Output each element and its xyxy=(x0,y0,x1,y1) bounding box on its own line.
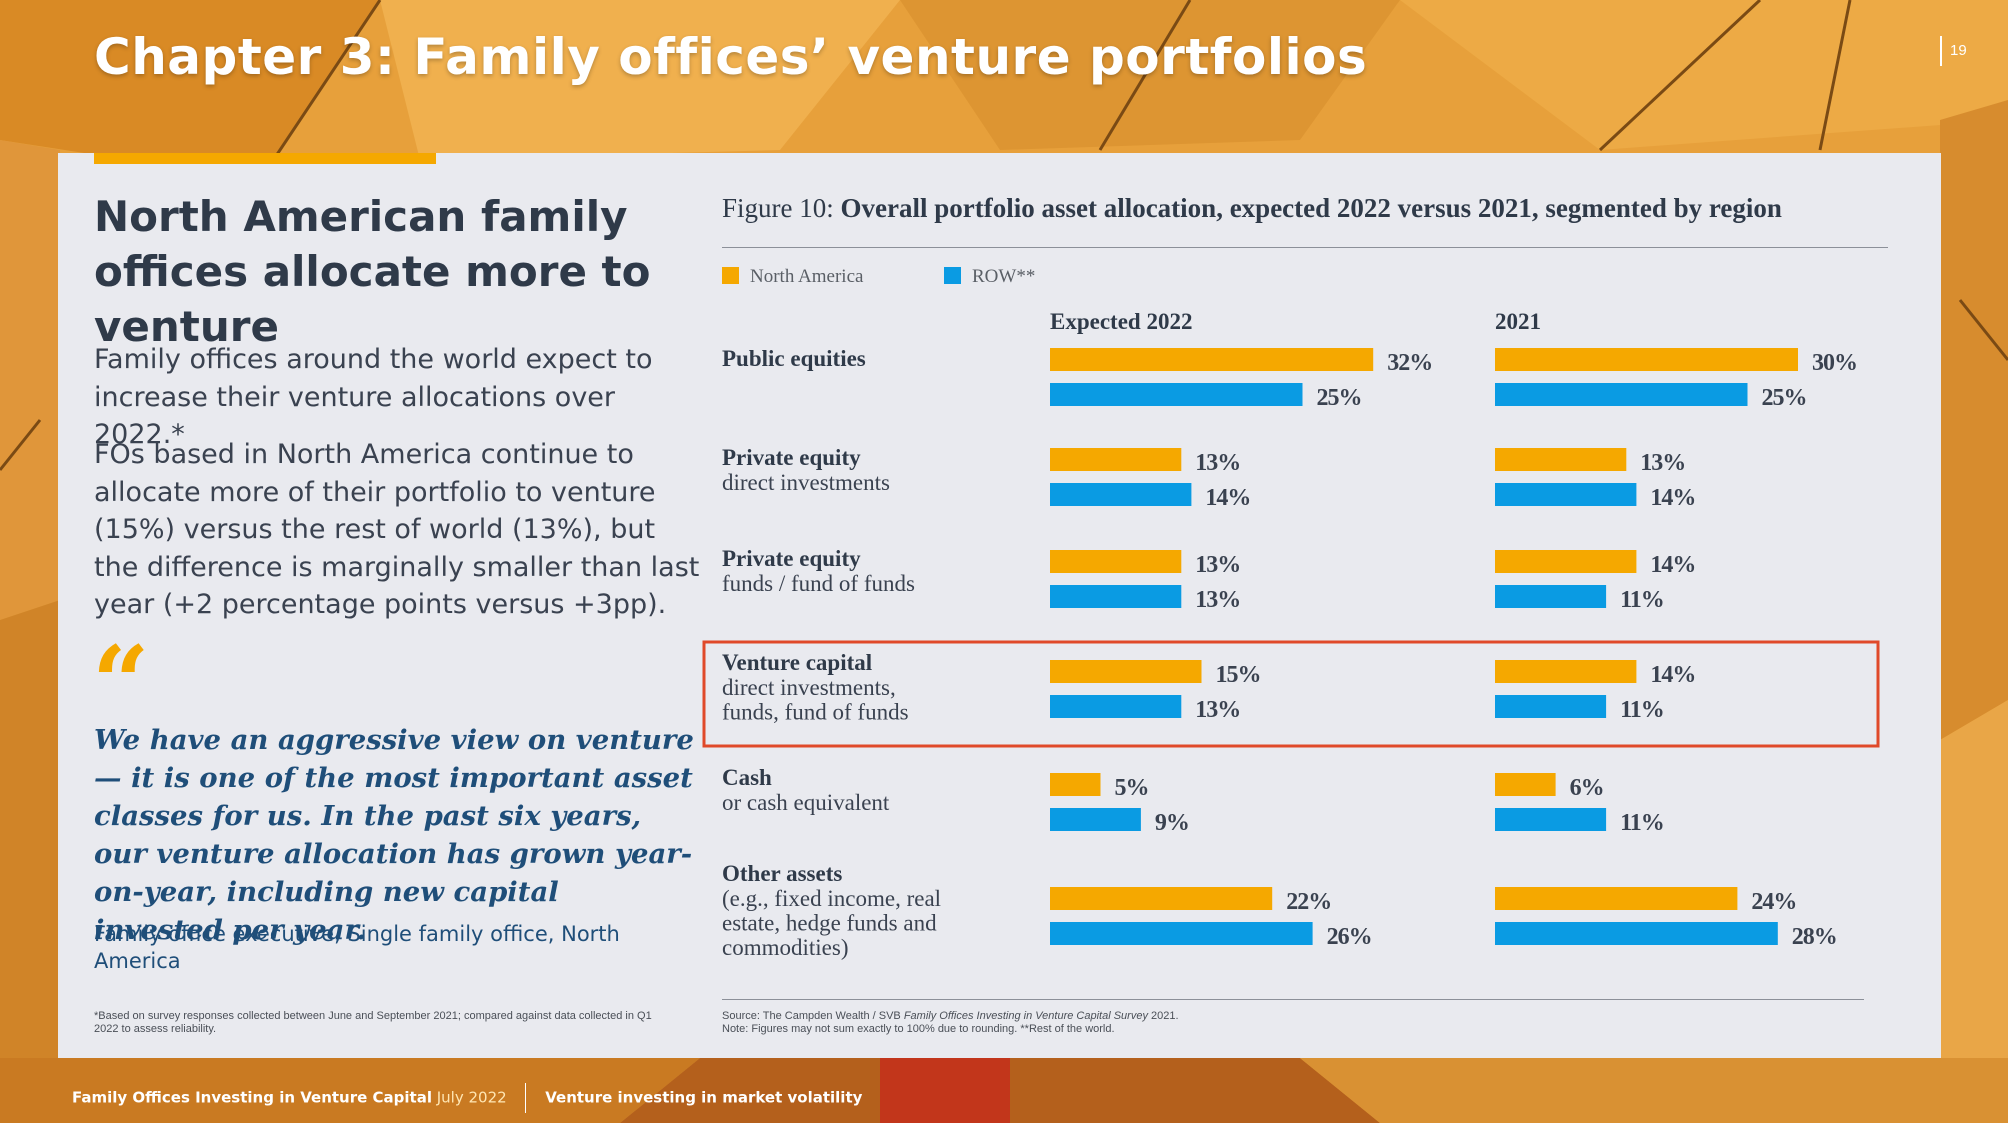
bar-north-america-2021-1 xyxy=(1495,448,1627,471)
figure-title: Figure 10: Overall portfolio asset alloc… xyxy=(722,193,1882,224)
bar-label-row-2021-2: 11% xyxy=(1620,587,1664,613)
headline: North American family offices allocate m… xyxy=(94,192,651,351)
bar-north-america-2022-1 xyxy=(1050,448,1182,471)
source-survey-name: Family Offices Investing in Venture Capi… xyxy=(903,1010,1148,1022)
bar-north-america-2022-3 xyxy=(1050,660,1202,683)
footer-separator xyxy=(525,1083,527,1113)
bar-label-north-america-2022-3: 15% xyxy=(1216,662,1261,688)
bar-label-row-2022-3: 13% xyxy=(1195,697,1240,723)
category-title-4: Cash xyxy=(722,765,772,790)
category-subtitle-1-0: direct investments xyxy=(722,470,890,495)
page-number: 19 xyxy=(1950,42,1967,59)
footer-date: July 2022 xyxy=(436,1088,507,1107)
category-subtitle-5-0: (e.g., fixed income, real xyxy=(722,886,941,911)
bar-label-row-2021-4: 11% xyxy=(1620,810,1664,836)
bar-label-row-2021-0: 25% xyxy=(1762,385,1807,411)
category-subtitle-2-0: funds / fund of funds xyxy=(722,571,915,596)
figure-title-rule xyxy=(722,247,1888,248)
panel-header-2021: 2021 xyxy=(1495,309,1541,334)
panel-header-expected-2022: Expected 2022 xyxy=(1050,309,1192,334)
detail-paragraph: FOs based in North America continue to a… xyxy=(94,439,700,620)
footer-section: Venture investing in market volatility xyxy=(545,1088,863,1107)
content-panel: North American family offices allocate m… xyxy=(58,153,1941,1058)
bar-label-north-america-2022-1: 13% xyxy=(1195,450,1240,476)
category-subtitle-4-0: or cash equivalent xyxy=(722,790,890,815)
bar-north-america-2021-5 xyxy=(1495,887,1738,910)
bar-row-2021-0 xyxy=(1495,383,1748,406)
category-subtitle-5-1: estate, hedge funds and xyxy=(722,911,937,936)
bar-north-america-2022-4 xyxy=(1050,773,1101,796)
bar-label-row-2021-5: 28% xyxy=(1792,924,1837,950)
bar-row-2022-1 xyxy=(1050,483,1192,506)
quote-text: We have an aggressive view on venture — … xyxy=(94,724,694,946)
bar-north-america-2022-2 xyxy=(1050,550,1182,573)
bar-row-2022-3 xyxy=(1050,695,1182,718)
bar-label-row-2022-2: 13% xyxy=(1195,587,1240,613)
bar-row-2022-0 xyxy=(1050,383,1303,406)
bar-label-row-2021-1: 14% xyxy=(1650,485,1695,511)
bar-row-2022-5 xyxy=(1050,922,1313,945)
bar-north-america-2022-5 xyxy=(1050,887,1273,910)
bar-label-north-america-2022-5: 22% xyxy=(1286,889,1331,915)
bar-label-north-america-2021-4: 6% xyxy=(1570,775,1604,801)
bar-label-row-2021-3: 11% xyxy=(1620,697,1664,723)
legend-label-row: ROW** xyxy=(972,266,1035,287)
bar-north-america-2022-0 xyxy=(1050,348,1374,371)
bar-label-row-2022-5: 26% xyxy=(1327,924,1372,950)
figure-title-text: Overall portfolio asset allocation, expe… xyxy=(840,193,1782,223)
category-title-1: Private equity xyxy=(722,445,861,470)
bar-label-row-2022-4: 9% xyxy=(1155,810,1189,836)
figure-source: Source: The Campden Wealth / SVB Family … xyxy=(722,1010,1622,1036)
legend-swatch-row xyxy=(944,267,961,284)
bar-north-america-2021-3 xyxy=(1495,660,1637,683)
bar-row-2022-2 xyxy=(1050,585,1182,608)
bar-row-2021-1 xyxy=(1495,483,1637,506)
quote-mark-icon: “ xyxy=(92,624,150,742)
bar-label-north-america-2022-0: 32% xyxy=(1387,350,1432,376)
bar-row-2021-3 xyxy=(1495,695,1607,718)
category-subtitle-3-1: funds, fund of funds xyxy=(722,700,909,725)
bar-label-north-america-2021-0: 30% xyxy=(1812,350,1857,376)
page-number-box: 19 xyxy=(1940,36,1967,66)
figure-label: Figure 10: xyxy=(722,193,834,223)
bar-row-2022-4 xyxy=(1050,808,1141,831)
bar-north-america-2021-2 xyxy=(1495,550,1637,573)
quote-attribution: Family office executive, Single family o… xyxy=(94,922,620,973)
accent-bar xyxy=(94,153,436,164)
highlight-box-venture-capital xyxy=(702,640,1880,748)
category-subtitle-3-0: direct investments, xyxy=(722,675,896,700)
intro-paragraph: Family offices around the world expect t… xyxy=(94,344,653,450)
source-prefix: Source: The Campden Wealth / SVB xyxy=(722,1010,901,1022)
category-title-3: Venture capital xyxy=(722,650,872,675)
bar-label-north-america-2021-3: 14% xyxy=(1650,662,1695,688)
source-suffix: 2021. xyxy=(1151,1010,1179,1022)
bar-label-row-2022-0: 25% xyxy=(1317,385,1362,411)
bar-row-2021-2 xyxy=(1495,585,1607,608)
page-footer: Family Offices Investing in Venture Capi… xyxy=(72,1083,862,1113)
bar-north-america-2021-0 xyxy=(1495,348,1798,371)
legend-swatch-north-america xyxy=(722,267,739,284)
bar-label-north-america-2021-5: 24% xyxy=(1751,889,1796,915)
bar-row-2021-5 xyxy=(1495,922,1778,945)
category-title-5: Other assets xyxy=(722,861,842,886)
bar-north-america-2021-4 xyxy=(1495,773,1556,796)
allocation-bar-chart: North America ROW** Expected 2022 2021 Publi… xyxy=(702,266,1880,960)
footnote: *Based on survey responses collected bet… xyxy=(94,1010,652,1035)
legend-label-north-america: North America xyxy=(750,266,864,287)
footer-publication: Family Offices Investing in Venture Capi… xyxy=(72,1088,432,1107)
category-title-0: Public equities xyxy=(722,346,866,371)
bar-label-north-america-2022-4: 5% xyxy=(1115,775,1149,801)
chapter-title: Chapter 3: Family offices’ venture portf… xyxy=(94,28,1368,86)
bar-row-2021-4 xyxy=(1495,808,1607,831)
figure-bottom-rule xyxy=(722,999,1864,1000)
bar-label-row-2022-1: 14% xyxy=(1205,485,1250,511)
category-title-2: Private equity xyxy=(722,546,861,571)
category-subtitle-5-2: commodities) xyxy=(722,935,848,960)
source-note: Note: Figures may not sum exactly to 100… xyxy=(722,1023,1115,1035)
bar-label-north-america-2021-2: 14% xyxy=(1650,552,1695,578)
bar-label-north-america-2021-1: 13% xyxy=(1640,450,1685,476)
bar-label-north-america-2022-2: 13% xyxy=(1195,552,1240,578)
